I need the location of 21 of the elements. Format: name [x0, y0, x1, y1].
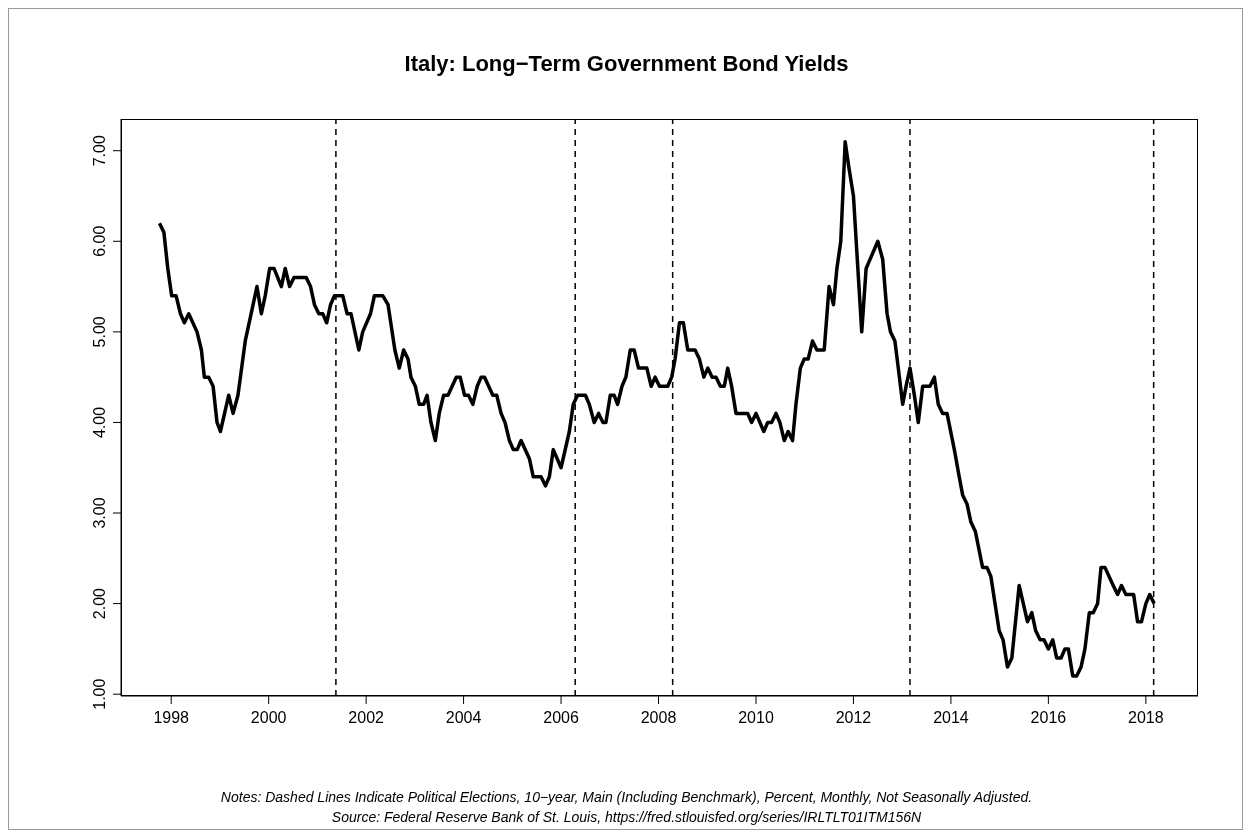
x-tick-label: 2014	[933, 709, 969, 727]
x-tick-label: 2018	[1128, 709, 1164, 727]
x-tick-label: 2016	[1030, 709, 1067, 727]
y-tick-label: 6.00	[91, 225, 108, 257]
y-tick-label: 2.00	[91, 587, 108, 620]
source-note: Source: Federal Reserve Bank of St. Louis, https://fred.stlouisfed.org/series/IRLTLT01ITM156N	[330, 808, 923, 827]
chart-title: Italy: Long−Term Government Bond Yields	[403, 51, 850, 77]
x-tick-label: 2008	[640, 709, 677, 727]
y-tick-label: 7.00	[91, 135, 108, 167]
y-tick-label: 1.00	[91, 678, 108, 710]
x-tick-label: 1998	[153, 709, 190, 727]
x-tick-label: 2006	[543, 709, 579, 727]
text: Notes: Dashed Lines Indicate Political Elections, 10−year, Main (Including Benchmark), Percent, Monthly, Not Seasonally Adjusted.	[219, 788, 1034, 807]
x-tick-label: 2000	[250, 709, 287, 727]
x-tick-label: 2012	[835, 709, 872, 727]
x-tick-label: 2004	[445, 709, 482, 727]
y-tick-label: 3.00	[91, 497, 108, 529]
y-tick-label: 5.00	[91, 316, 108, 348]
x-tick-label: 2002	[348, 709, 385, 727]
y-tick-label: 4.00	[91, 406, 108, 439]
x-tick-label: 2010	[738, 709, 774, 727]
